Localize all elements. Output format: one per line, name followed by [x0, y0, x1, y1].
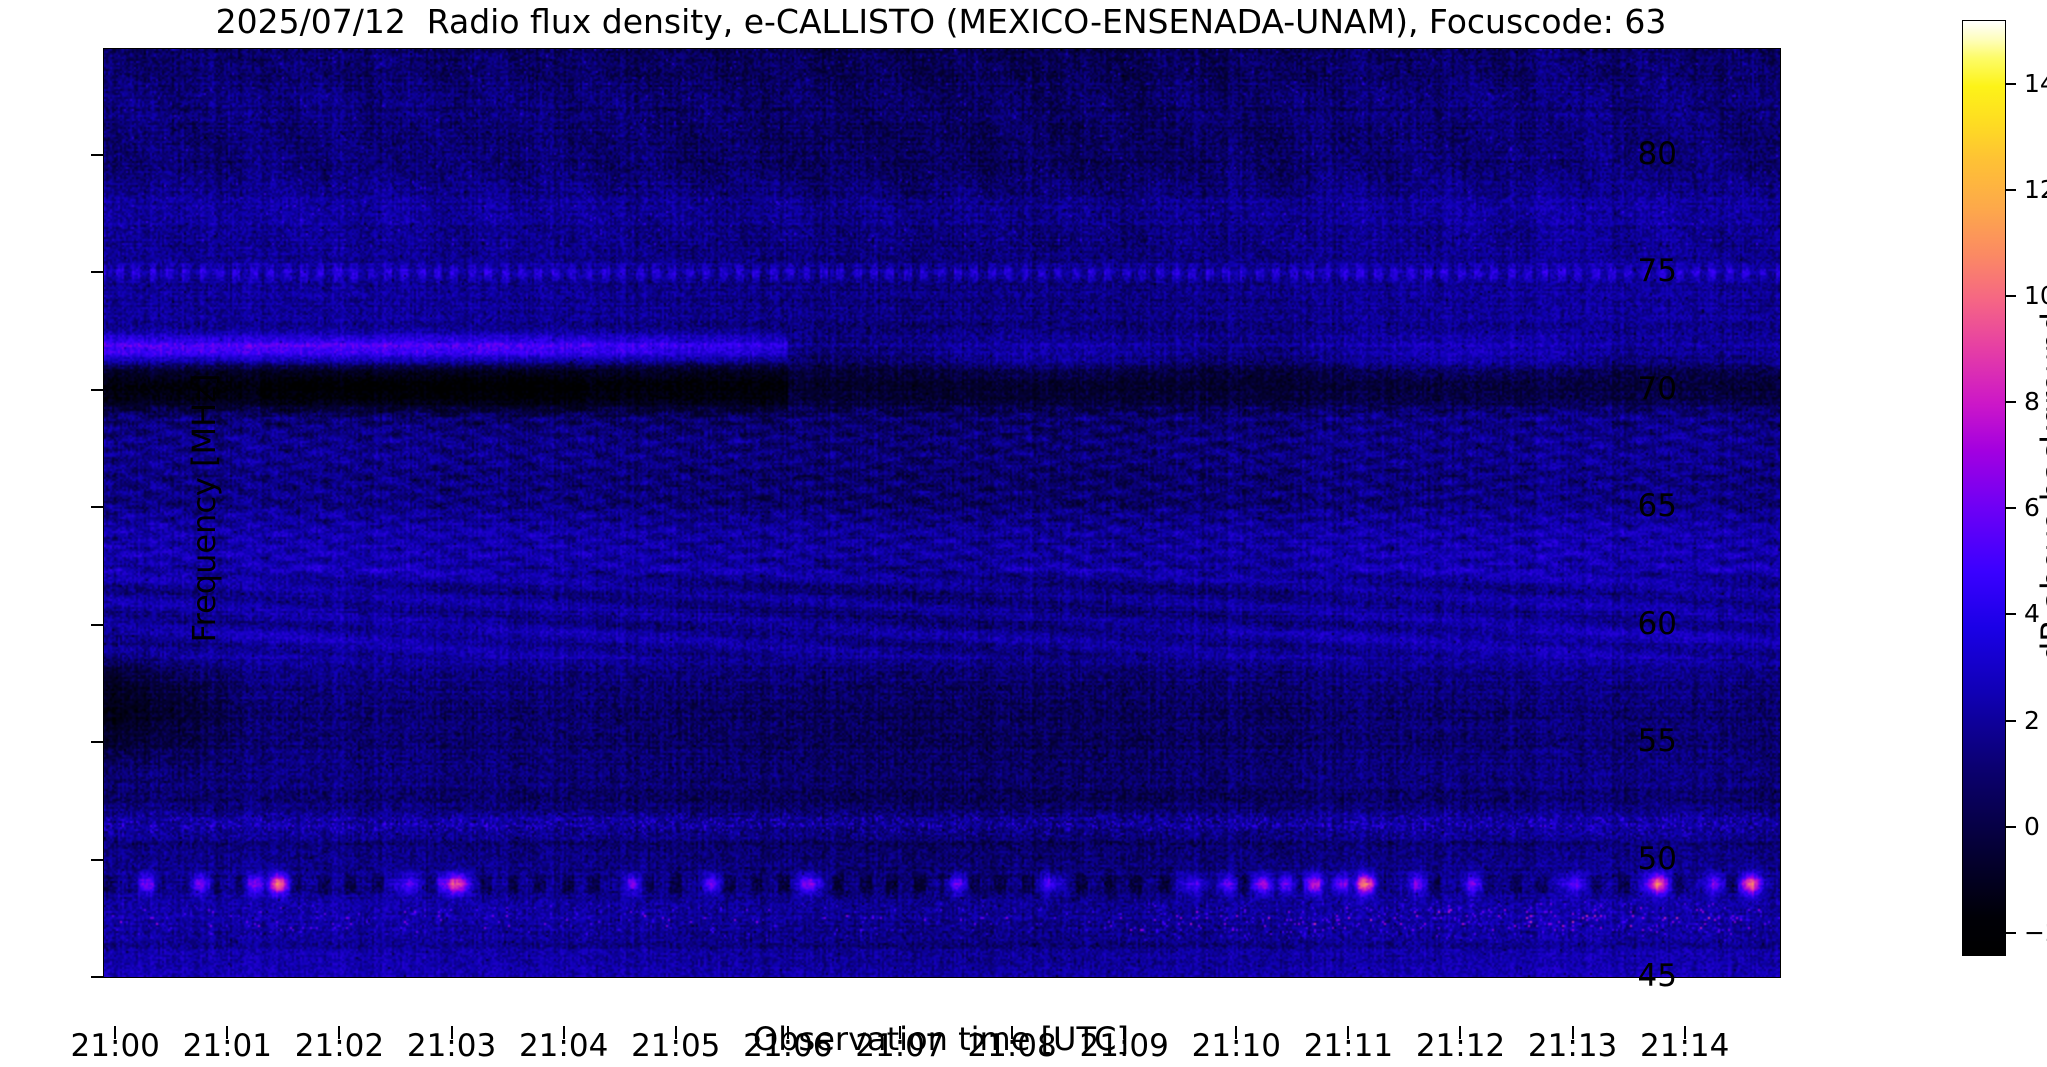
y-tick-label: 65	[1637, 488, 1677, 525]
colorbar-tick-mark	[2005, 931, 2016, 934]
colorbar-tick-label: 12	[2024, 174, 2047, 204]
y-tick-label: 55	[1637, 723, 1677, 760]
colorbar-tick-label: 2	[2024, 705, 2040, 735]
y-tick-mark	[91, 506, 104, 509]
colorbar-tick-label: 8	[2024, 387, 2040, 417]
colorbar-tick-mark	[2005, 613, 2016, 616]
colorbar-tick-label: 6	[2024, 493, 2040, 523]
y-tick-label: 50	[1637, 840, 1677, 877]
spectrogram-axes: Frequency [MHz] 80 75 70 65 60 55 50 45 21:00 21…	[71, 48, 1781, 1062]
x-tick-mark	[1235, 1026, 1238, 1039]
x-axis-label: Observation time [UTC]	[753, 1020, 1129, 1058]
x-tick-mark	[1347, 1026, 1350, 1039]
y-tick-mark	[91, 388, 104, 391]
colorbar-tick-label: 4	[2024, 599, 2040, 629]
colorbar-tick-mark	[2005, 401, 2016, 404]
colorbar-tick-label: 10	[2024, 280, 2047, 310]
x-tick-mark	[226, 1026, 229, 1039]
page-title: 2025/07/12 Radio flux density, e-CALLIST…	[215, 2, 1667, 41]
y-tick-mark	[91, 153, 104, 156]
y-tick-mark	[91, 271, 104, 274]
x-tick-mark	[562, 1026, 565, 1039]
x-tick-mark	[1011, 1026, 1014, 1039]
x-tick-mark	[1459, 1026, 1462, 1039]
colorbar-tick-mark	[2005, 188, 2016, 191]
y-tick-label: 80	[1637, 135, 1677, 172]
colorbar-tick-label: 0	[2024, 811, 2040, 841]
colorbar-label: dB above background	[2034, 312, 2047, 662]
y-tick-label: 75	[1637, 253, 1677, 290]
colorbar-tick-mark	[2005, 294, 2016, 297]
x-tick-mark	[1571, 1026, 1574, 1039]
colorbar-tick-mark	[2005, 82, 2016, 85]
colorbar-tick-mark	[2005, 507, 2016, 510]
y-axis-label: Frequency [MHz]	[185, 373, 223, 643]
x-tick-mark	[1123, 1026, 1126, 1039]
colorbar-tick-mark	[2005, 825, 2016, 828]
y-tick-mark	[91, 858, 104, 861]
y-tick-label: 45	[1637, 958, 1677, 994]
x-tick-mark	[786, 1026, 789, 1039]
colorbar-tick-label: −2	[2024, 917, 2047, 947]
x-tick-mark	[338, 1026, 341, 1039]
colorbar-gradient	[1962, 20, 2006, 956]
x-tick-mark	[1683, 1026, 1686, 1039]
colorbar-tick-label: 14	[2024, 68, 2047, 98]
x-tick-mark	[114, 1026, 117, 1039]
x-tick-mark	[450, 1026, 453, 1039]
x-tick-mark	[674, 1026, 677, 1039]
y-tick-mark	[91, 623, 104, 626]
colorbar-tick-mark	[2005, 719, 2016, 722]
y-tick-mark	[91, 976, 104, 978]
spectrogram-image	[104, 49, 1780, 977]
y-tick-label: 70	[1637, 370, 1677, 407]
y-tick-label: 60	[1637, 605, 1677, 642]
y-tick-mark	[91, 741, 104, 744]
x-tick-mark	[898, 1026, 901, 1039]
colorbar: 14 12 10 8 6 4 2 0 −2	[1962, 20, 2047, 956]
